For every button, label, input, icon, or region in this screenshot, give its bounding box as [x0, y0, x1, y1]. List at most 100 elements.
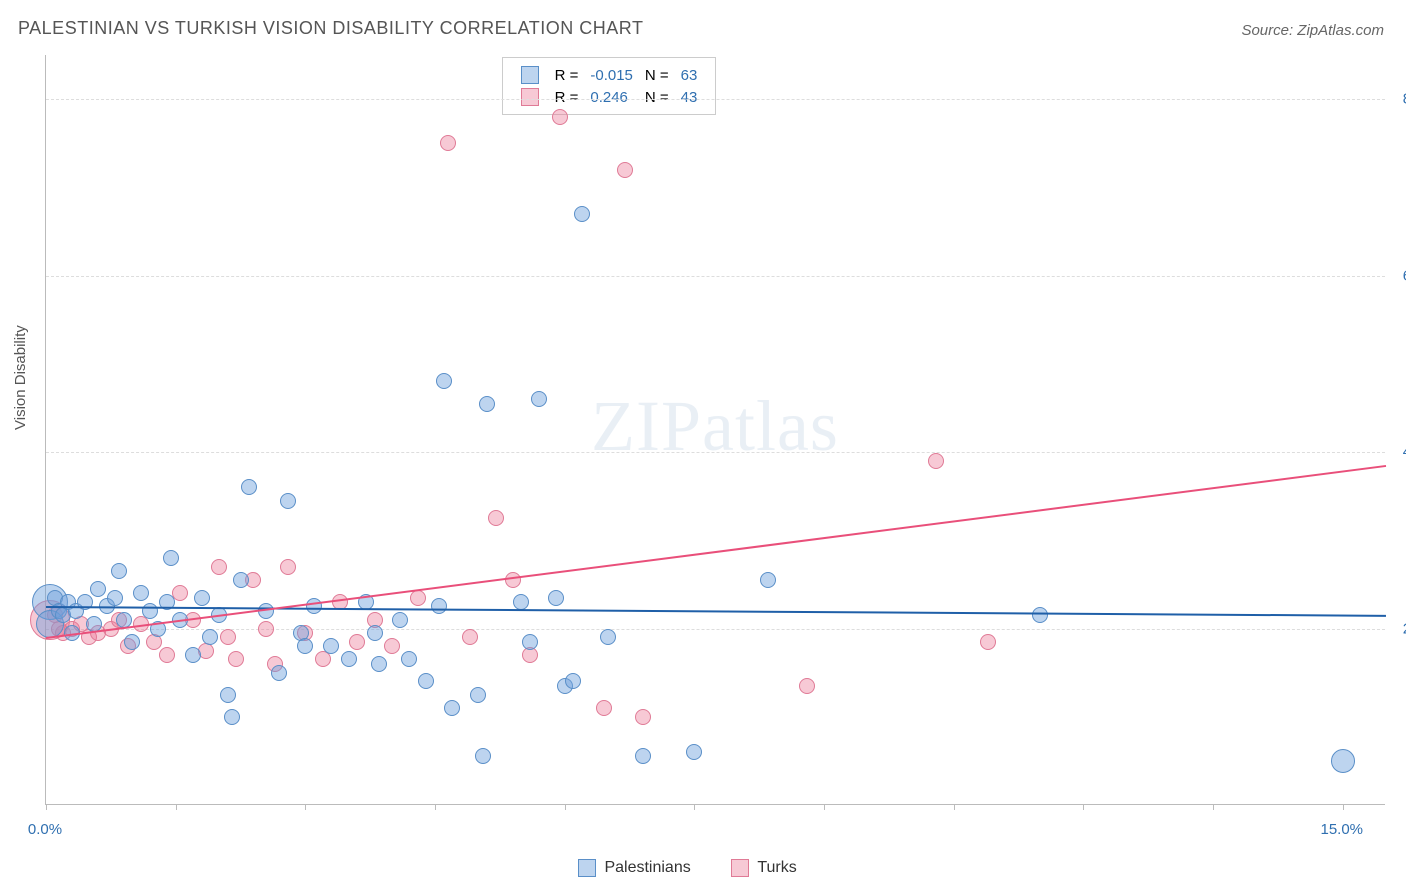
scatter-point-palestinians [401, 651, 417, 667]
scatter-point-turks [635, 709, 651, 725]
scatter-point-palestinians [418, 673, 434, 689]
legend-N-label: N = [639, 64, 675, 86]
scatter-point-turks [220, 629, 236, 645]
gridline [46, 629, 1385, 630]
x-tick-mark [176, 804, 177, 810]
scatter-point-palestinians [163, 550, 179, 566]
gridline [46, 452, 1385, 453]
legend-correlation: R = -0.015 N = 63 R = 0.246 N = 43 [502, 57, 717, 115]
scatter-point-palestinians [431, 598, 447, 614]
y-axis-label: Vision Disability [12, 325, 29, 430]
scatter-point-palestinians [241, 479, 257, 495]
scatter-point-palestinians [444, 700, 460, 716]
legend-series: Palestinians Turks [560, 859, 815, 877]
x-tick-label: 0.0% [28, 821, 62, 838]
x-tick-mark [954, 804, 955, 810]
scatter-point-turks [258, 621, 274, 637]
scatter-point-palestinians [111, 563, 127, 579]
source-label: Source: ZipAtlas.com [1241, 22, 1384, 39]
x-tick-mark [1083, 804, 1084, 810]
scatter-point-palestinians [185, 647, 201, 663]
scatter-point-palestinians [531, 391, 547, 407]
scatter-point-turks [384, 638, 400, 654]
scatter-point-turks [596, 700, 612, 716]
x-tick-mark [435, 804, 436, 810]
watermark-zip: ZIP [591, 386, 702, 466]
scatter-point-palestinians [436, 373, 452, 389]
scatter-point-turks [505, 572, 521, 588]
scatter-point-palestinians [475, 748, 491, 764]
swatch-palestinians [578, 859, 596, 877]
y-tick-label: 4.0% [1387, 444, 1406, 461]
legend-entry-turks: Turks [731, 859, 797, 877]
legend-label-palestinians: Palestinians [604, 859, 690, 876]
scatter-point-turks [228, 651, 244, 667]
scatter-point-palestinians [1032, 607, 1048, 623]
scatter-point-palestinians [371, 656, 387, 672]
scatter-point-turks [617, 162, 633, 178]
scatter-point-palestinians [107, 590, 123, 606]
scatter-point-palestinians [513, 594, 529, 610]
scatter-point-turks [211, 559, 227, 575]
swatch-palestinians [521, 66, 539, 84]
scatter-point-palestinians [194, 590, 210, 606]
scatter-point-turks [928, 453, 944, 469]
scatter-point-turks [159, 647, 175, 663]
scatter-point-turks [349, 634, 365, 650]
scatter-point-turks [980, 634, 996, 650]
scatter-point-palestinians [635, 748, 651, 764]
scatter-point-palestinians [1331, 749, 1355, 773]
legend-row-turks: R = 0.246 N = 43 [515, 86, 704, 108]
scatter-point-turks [410, 590, 426, 606]
scatter-point-palestinians [142, 603, 158, 619]
scatter-point-turks [462, 629, 478, 645]
scatter-point-palestinians [220, 687, 236, 703]
y-tick-label: 6.0% [1387, 267, 1406, 284]
legend-label-turks: Turks [757, 859, 796, 876]
scatter-point-palestinians [323, 638, 339, 654]
scatter-point-palestinians [479, 396, 495, 412]
scatter-point-palestinians [297, 638, 313, 654]
x-tick-label: 15.0% [1320, 821, 1363, 838]
y-tick-label: 2.0% [1387, 620, 1406, 637]
watermark-atlas: atlas [702, 386, 839, 466]
scatter-point-turks [799, 678, 815, 694]
scatter-point-palestinians [202, 629, 218, 645]
watermark: ZIPatlas [591, 385, 839, 468]
legend-entry-palestinians: Palestinians [578, 859, 691, 877]
scatter-point-palestinians [367, 625, 383, 641]
scatter-point-turks [488, 510, 504, 526]
gridline [46, 99, 1385, 100]
scatter-point-palestinians [760, 572, 776, 588]
legend-N-turks: 43 [675, 86, 704, 108]
scatter-point-palestinians [224, 709, 240, 725]
x-tick-mark [824, 804, 825, 810]
scatter-point-palestinians [548, 590, 564, 606]
scatter-point-palestinians [565, 673, 581, 689]
scatter-point-palestinians [124, 634, 140, 650]
legend-N-label: N = [639, 86, 675, 108]
scatter-point-palestinians [600, 629, 616, 645]
plot-area: ZIPatlas R = -0.015 N = 63 R = 0.246 N =… [45, 55, 1385, 805]
scatter-point-palestinians [233, 572, 249, 588]
scatter-point-palestinians [133, 585, 149, 601]
x-tick-mark [1213, 804, 1214, 810]
legend-N-palestinians: 63 [675, 64, 704, 86]
swatch-turks [731, 859, 749, 877]
x-tick-mark [46, 804, 47, 810]
scatter-point-turks [440, 135, 456, 151]
legend-row-palestinians: R = -0.015 N = 63 [515, 64, 704, 86]
scatter-point-palestinians [522, 634, 538, 650]
chart-title: PALESTINIAN VS TURKISH VISION DISABILITY… [18, 18, 643, 39]
scatter-point-palestinians [574, 206, 590, 222]
x-tick-mark [565, 804, 566, 810]
x-tick-mark [694, 804, 695, 810]
y-tick-label: 8.0% [1387, 91, 1406, 108]
x-tick-mark [1343, 804, 1344, 810]
legend-R-palestinians: -0.015 [584, 64, 639, 86]
scatter-point-palestinians [90, 581, 106, 597]
legend-R-turks: 0.246 [584, 86, 639, 108]
scatter-point-turks [552, 109, 568, 125]
scatter-point-palestinians [280, 493, 296, 509]
scatter-point-palestinians [470, 687, 486, 703]
